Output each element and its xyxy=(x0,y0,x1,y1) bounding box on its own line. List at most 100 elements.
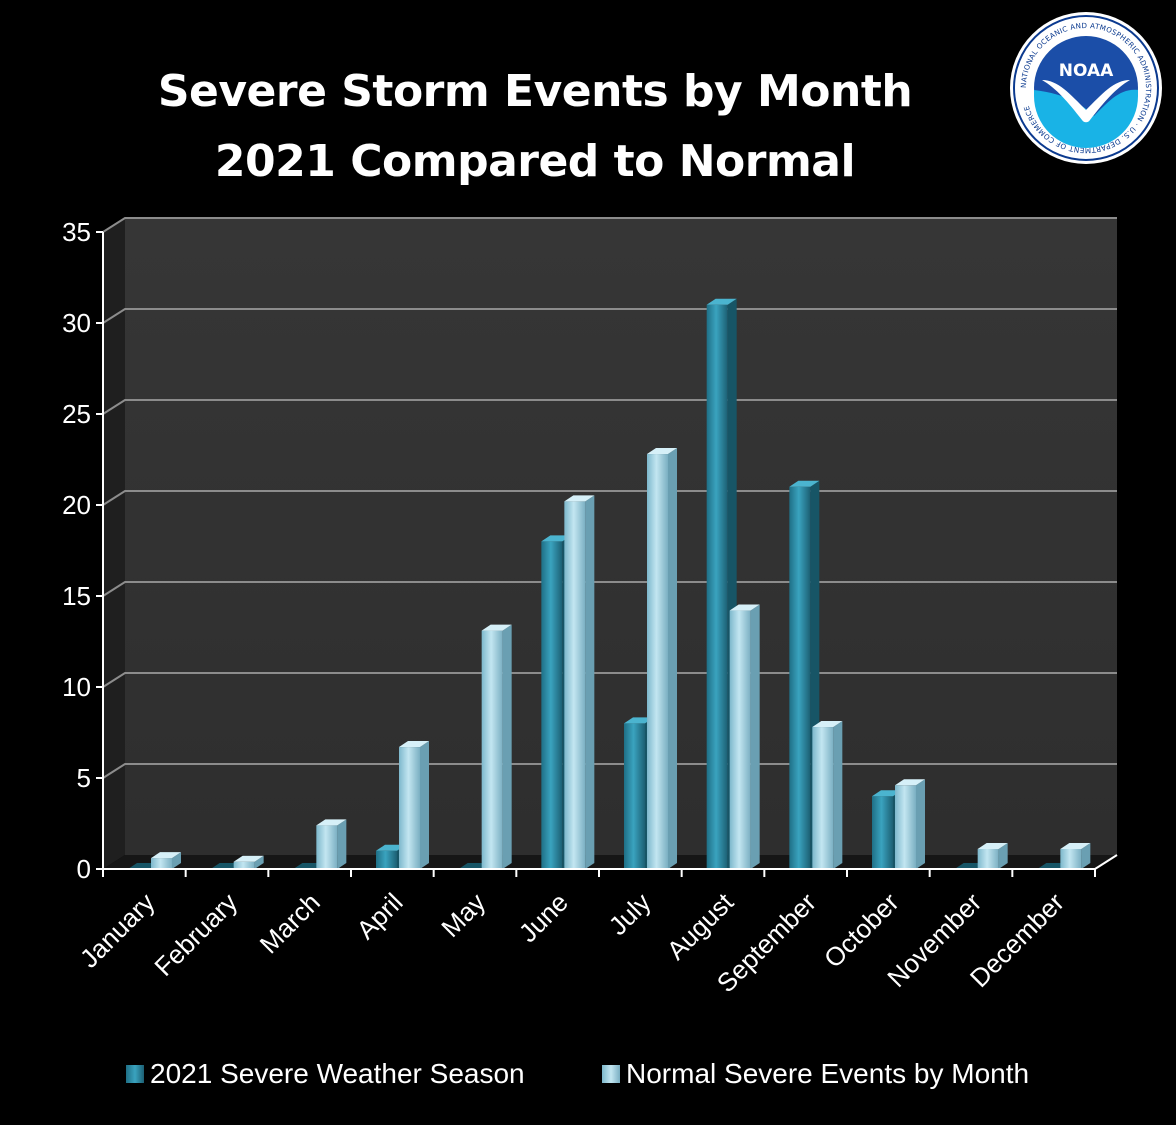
bar xyxy=(458,863,489,869)
bar xyxy=(895,779,925,869)
bar-side xyxy=(172,852,181,869)
chart-subtitle: 2021 Compared to Normal xyxy=(214,136,856,187)
bar-top xyxy=(316,819,347,826)
bar-front xyxy=(812,727,834,869)
bar xyxy=(151,852,181,869)
gridline xyxy=(102,217,1117,233)
legend-item-2021: 2021 Severe Weather Season xyxy=(126,1058,525,1090)
bar-front xyxy=(564,501,586,869)
y-tick-label: 15 xyxy=(62,581,91,611)
bar-flat xyxy=(458,863,489,869)
gridline xyxy=(102,308,1117,324)
bar xyxy=(729,604,760,869)
bar xyxy=(316,819,347,869)
x-tick-label: May xyxy=(435,887,491,943)
bar-top xyxy=(564,495,595,502)
bar xyxy=(954,863,985,869)
bar xyxy=(233,855,264,869)
plot-side-wall xyxy=(103,218,125,869)
bar xyxy=(812,721,843,869)
y-tick-label: 5 xyxy=(77,763,91,793)
y-tick-label: 10 xyxy=(62,672,91,702)
y-tick-label: 25 xyxy=(62,399,91,429)
bar-side xyxy=(916,779,925,869)
legend-swatch-2021 xyxy=(126,1065,144,1083)
chart-title: Severe Storm Events by Month xyxy=(157,66,913,117)
bar xyxy=(399,741,429,869)
x-tick-label: February xyxy=(148,887,243,982)
bar-top xyxy=(706,298,737,305)
x-axis-depth-line xyxy=(1094,854,1118,870)
bar-side xyxy=(1081,842,1091,869)
gridline xyxy=(102,399,1117,415)
bar-flat xyxy=(1037,863,1068,869)
bar-side xyxy=(750,604,760,869)
y-tick-label: 30 xyxy=(62,308,91,338)
bar-front xyxy=(233,861,255,869)
bar-front xyxy=(624,723,645,869)
legend-label-2021: 2021 Severe Weather Season xyxy=(150,1058,525,1089)
bar-front xyxy=(977,848,999,869)
bar-side xyxy=(668,448,677,869)
bar-side xyxy=(254,855,264,869)
bar-top xyxy=(481,624,512,631)
bar-top xyxy=(729,604,760,611)
bar-top xyxy=(376,844,406,851)
plot-back-wall xyxy=(125,218,1117,855)
gridline xyxy=(102,672,1117,688)
legend-swatch-normal xyxy=(602,1065,620,1083)
bar xyxy=(481,624,512,869)
bar-side xyxy=(998,842,1008,869)
bar-front xyxy=(872,796,893,869)
bar-top xyxy=(895,779,925,786)
bar-top xyxy=(233,855,264,862)
bar xyxy=(1037,863,1068,869)
bar-top xyxy=(872,790,902,797)
bar-top xyxy=(977,842,1008,849)
bar-top xyxy=(399,741,429,748)
gridline xyxy=(102,763,1117,779)
bar-top xyxy=(647,448,677,455)
bar-front xyxy=(399,747,420,869)
legend-item-normal: Normal Severe Events by Month xyxy=(602,1058,1029,1090)
bar-front xyxy=(541,541,563,869)
bar-side xyxy=(502,624,512,869)
bar-flat xyxy=(293,863,324,869)
x-tick-label: March xyxy=(254,887,326,959)
bar-front xyxy=(316,825,338,869)
bar-side xyxy=(585,495,595,869)
bar-flat xyxy=(128,863,158,869)
gridline xyxy=(102,490,1117,506)
bar-front xyxy=(1060,848,1082,869)
noaa-logo: NATIONAL OCEANIC AND ATMOSPHERIC ADMINIS… xyxy=(1010,12,1162,164)
bar xyxy=(293,863,324,869)
bar xyxy=(210,863,241,869)
bar-front xyxy=(376,850,397,869)
bar xyxy=(1060,842,1091,869)
bar-top xyxy=(151,852,181,859)
bar-top xyxy=(541,535,572,542)
bar-top xyxy=(789,480,820,487)
bar-top xyxy=(1060,842,1091,849)
bar-front xyxy=(895,785,916,869)
y-tick-label: 35 xyxy=(62,217,91,247)
x-tick-label: June xyxy=(513,887,574,948)
bar-top xyxy=(624,717,654,724)
bar xyxy=(564,495,595,869)
bar-front xyxy=(647,454,668,869)
bar-front xyxy=(789,486,811,869)
bar xyxy=(128,863,158,869)
bar xyxy=(647,448,677,869)
bar-side xyxy=(337,819,347,869)
x-tick-label: July xyxy=(603,887,657,941)
bar-side xyxy=(833,721,843,869)
y-tick-label: 0 xyxy=(77,854,91,884)
y-tick-label: 20 xyxy=(62,490,91,520)
bar-front xyxy=(706,304,728,869)
plot-floor xyxy=(103,855,1117,869)
bar-front xyxy=(481,630,503,869)
bar-front xyxy=(151,858,172,869)
logo-text: NOAA xyxy=(1059,61,1114,81)
